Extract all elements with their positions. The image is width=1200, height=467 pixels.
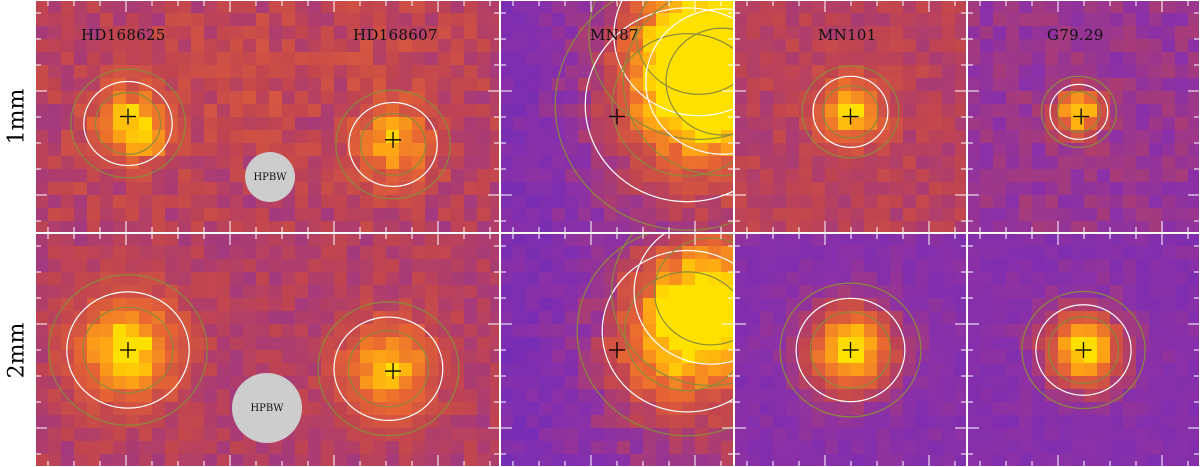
contour-line <box>554 0 734 231</box>
source-position-marker <box>120 108 136 125</box>
contour-line <box>1021 290 1146 410</box>
panel-2mm-hd168625-hd168607: HPBW <box>35 233 500 467</box>
contour-line <box>66 291 190 409</box>
contour-line <box>611 233 734 387</box>
contour-line <box>347 330 429 408</box>
contour-line <box>1035 304 1132 396</box>
source-position-marker <box>609 342 625 358</box>
source-label-hd168625: HD168625 <box>81 26 166 44</box>
panel-border <box>734 0 967 233</box>
source-position-marker <box>842 342 859 358</box>
contour-line <box>70 68 186 179</box>
panel-1mm-mn87: MN87 <box>500 0 734 233</box>
emission-map <box>967 0 1200 233</box>
contour-line <box>576 233 734 437</box>
contour-line <box>611 33 734 177</box>
contour-line <box>94 92 162 155</box>
contour-line <box>622 0 734 177</box>
source-label-mn101: MN101 <box>818 26 877 44</box>
contour-line <box>48 274 208 426</box>
contour-line <box>812 75 889 148</box>
source-label-g79-29: G79.29 <box>1047 26 1104 44</box>
emission-map <box>500 233 734 467</box>
panel-2mm-mn101 <box>734 233 967 467</box>
emission-map <box>500 0 734 233</box>
source-position-marker <box>1075 342 1092 358</box>
panel-2mm-mn87 <box>500 233 734 467</box>
source-position-marker <box>385 131 402 148</box>
contour-line <box>584 7 734 203</box>
contour-line <box>645 8 734 155</box>
source-label-hd168607: HD168607 <box>353 26 438 44</box>
contour-line <box>335 89 451 200</box>
source-label-mn87: MN87 <box>590 26 639 44</box>
source-position-marker <box>842 108 859 125</box>
beam-label: HPBW <box>250 402 284 414</box>
emission-map <box>35 0 500 233</box>
beam-circle-2mm: HPBW <box>232 373 302 443</box>
contour-line <box>333 316 444 422</box>
emission-map <box>734 233 967 467</box>
beam-label: HPBW <box>253 171 287 183</box>
contour-line <box>1056 91 1101 133</box>
contour-line <box>317 301 460 437</box>
source-position-marker <box>609 108 625 125</box>
emission-map <box>967 233 1200 467</box>
panel-1mm-mn101: MN101 <box>734 0 967 233</box>
row-label-1mm: 1mm <box>4 88 30 145</box>
panel-border <box>35 0 500 233</box>
emission-map <box>35 233 500 467</box>
contour-line <box>1047 316 1120 384</box>
contour-line <box>83 80 173 167</box>
contour-line <box>822 85 879 139</box>
contour-line <box>809 311 892 389</box>
contour-line <box>348 101 438 188</box>
contour-line <box>801 65 900 159</box>
beam-circle-1mm: HPBW <box>245 152 295 202</box>
contour-line <box>588 0 734 141</box>
contour-line <box>665 27 734 136</box>
contour-line <box>653 237 734 346</box>
contour-line <box>624 271 734 392</box>
source-position-marker <box>385 363 402 380</box>
panel-1mm-hd168625-hd168607: HD168625 HD168607 HPBW <box>35 0 500 233</box>
contour-line <box>779 282 922 418</box>
contour-line <box>795 297 906 403</box>
contour-line <box>82 306 174 394</box>
panel-2mm-g79-29 <box>967 233 1200 467</box>
contour-line <box>613 0 734 117</box>
contour-line <box>633 233 734 365</box>
contour-line <box>1049 83 1109 140</box>
row-label-2mm: 2mm <box>4 322 30 378</box>
source-position-marker <box>1073 108 1090 125</box>
contour-line <box>359 112 427 176</box>
contour-line <box>601 249 734 413</box>
panel-border <box>500 0 734 233</box>
panel-1mm-g79-29: G79.29 <box>967 0 1200 233</box>
source-position-marker <box>120 342 136 358</box>
emission-map <box>734 0 967 233</box>
contour-line <box>1040 75 1117 148</box>
